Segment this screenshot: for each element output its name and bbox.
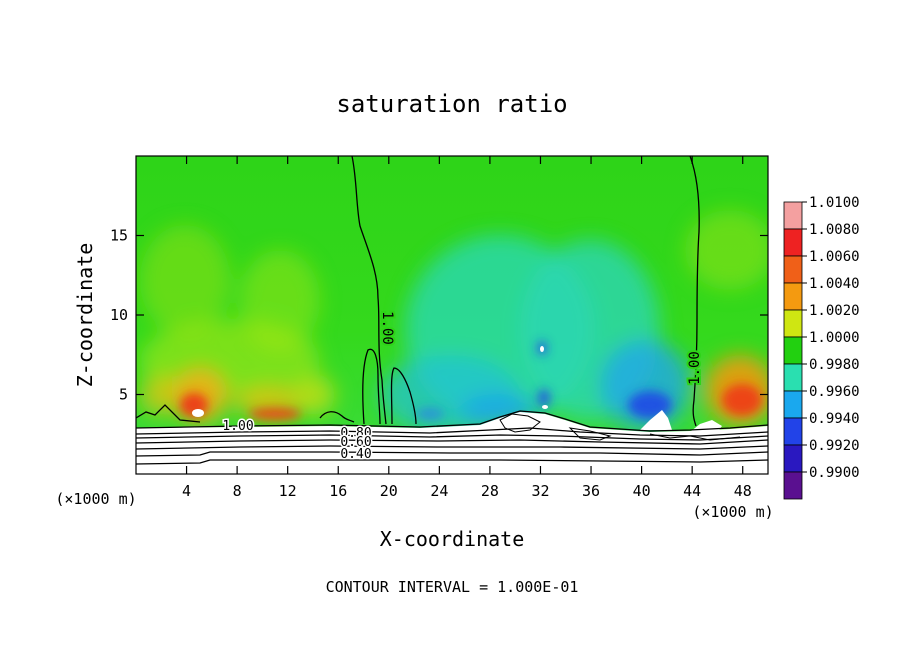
colorbar-swatch [783,363,803,392]
plot-area: 1.00 1.00 1.00 0.80 0.60 0.40 [136,156,768,474]
contour-labels: 1.00 1.00 1.00 0.80 0.60 0.40 [221,309,705,463]
x-tick-label: 24 [430,482,448,500]
contour-interval-note: CONTOUR INTERVAL = 1.000E-01 [326,578,579,596]
y-axis-label: Z-coordinate [73,243,97,388]
x-tick-label: 44 [683,482,701,500]
y-tick-label: 5 [119,386,128,404]
colorbar-label: 0.9940 [809,411,860,427]
colorbar-swatch [783,201,803,230]
colorbar-swatch [783,255,803,284]
x-tick-label: 40 [633,482,651,500]
x-axis: 4 8 12 16 20 24 28 32 36 40 44 48 [182,156,752,500]
colorbar-label: 0.9960 [809,384,860,400]
y-tick-label: 10 [110,306,128,324]
x-tick-label: 32 [531,482,549,500]
colorbar: 1.0100 1.0080 1.0060 1.0040 1.0020 1.0000 0.99… [783,195,860,500]
colorbar-swatch [783,390,803,419]
colorbar-label: 1.0060 [809,249,860,265]
contour-label: 0.60 [340,435,371,450]
colorbar-label: 0.9980 [809,357,860,373]
x-tick-label: 20 [380,482,398,500]
colorbar-swatch [783,444,803,473]
contour-label: 0.80 [340,426,371,441]
lower-layer [136,412,768,474]
colorbar-swatch [783,228,803,257]
x-tick-label: 12 [279,482,297,500]
colorbar-swatch [783,282,803,311]
colorbar-label: 1.0040 [809,276,860,292]
colorbar-label: 1.0020 [809,303,860,319]
colorbar-label: 0.9920 [809,438,860,454]
contour-label: 1.00 [379,311,395,345]
colorbar-swatch [783,417,803,446]
x-axis-label: X-coordinate [380,527,525,551]
contours [136,156,768,465]
colorbar-swatch [783,471,803,500]
colorbar-label: 1.0080 [809,222,860,238]
y-tick-label: 15 [110,227,128,245]
x-tick-label: 28 [481,482,499,500]
x-axis-unit-left: (×1000 m) [55,490,136,508]
colorbar-label: 1.0100 [809,195,860,211]
contour-label: 1.00 [687,351,703,385]
colorbar-label: 1.0000 [809,330,860,346]
x-tick-label: 16 [329,482,347,500]
colorbar-label: 0.9900 [809,465,860,481]
x-tick-label: 36 [582,482,600,500]
colorbar-swatch [783,309,803,338]
x-tick-label: 4 [182,482,191,500]
contour-label: 0.40 [340,447,371,462]
field-hotspots [180,341,762,420]
y-axis: 5 10 15 [110,227,768,404]
x-tick-label: 48 [734,482,752,500]
chart-title: saturation ratio [336,90,567,118]
x-tick-label: 8 [233,482,242,500]
x-axis-unit-right: (×1000 m) [692,503,773,521]
colorbar-swatch [783,336,803,365]
contour-label: 1.00 [222,419,253,434]
